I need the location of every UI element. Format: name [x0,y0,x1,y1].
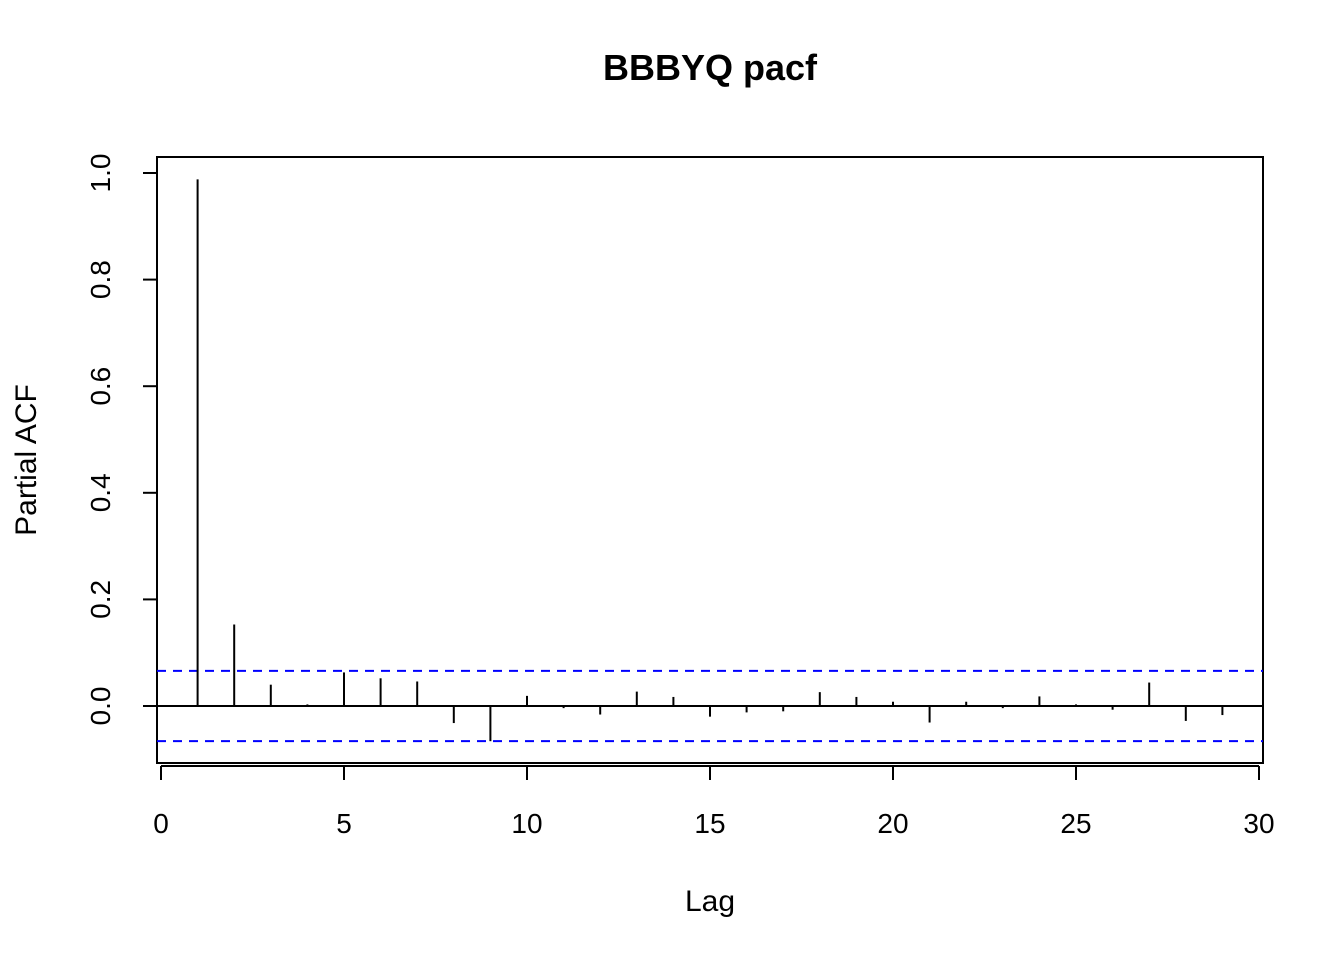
y-tick-label: 0.8 [85,260,116,299]
plot-frame [156,156,1264,764]
x-tick-label: 30 [1243,808,1274,839]
x-axis: 0 5 10 15 20 25 30 [153,765,1275,839]
y-tick-label: 0.0 [85,687,116,726]
y-axis: 0.0 0.2 0.4 0.6 0.8 1.0 [85,154,158,726]
x-tick-label: 15 [694,808,725,839]
x-tick-label: 0 [153,808,169,839]
y-tick-label: 0.4 [85,473,116,512]
y-tick-label: 0.2 [85,580,116,619]
chart-title: BBBYQ pacf [603,47,818,88]
x-axis-label: Lag [685,885,735,918]
x-tick-label: 5 [336,808,352,839]
y-tick-label: 0.6 [85,367,116,406]
x-tick-label: 25 [1060,808,1091,839]
x-tick-label: 10 [511,808,542,839]
y-tick-label: 1.0 [85,154,116,193]
y-axis-label: Partial ACF [10,384,43,536]
confidence-bounds [157,669,1263,743]
pacf-bars [196,179,1224,742]
x-tick-label: 20 [877,808,908,839]
